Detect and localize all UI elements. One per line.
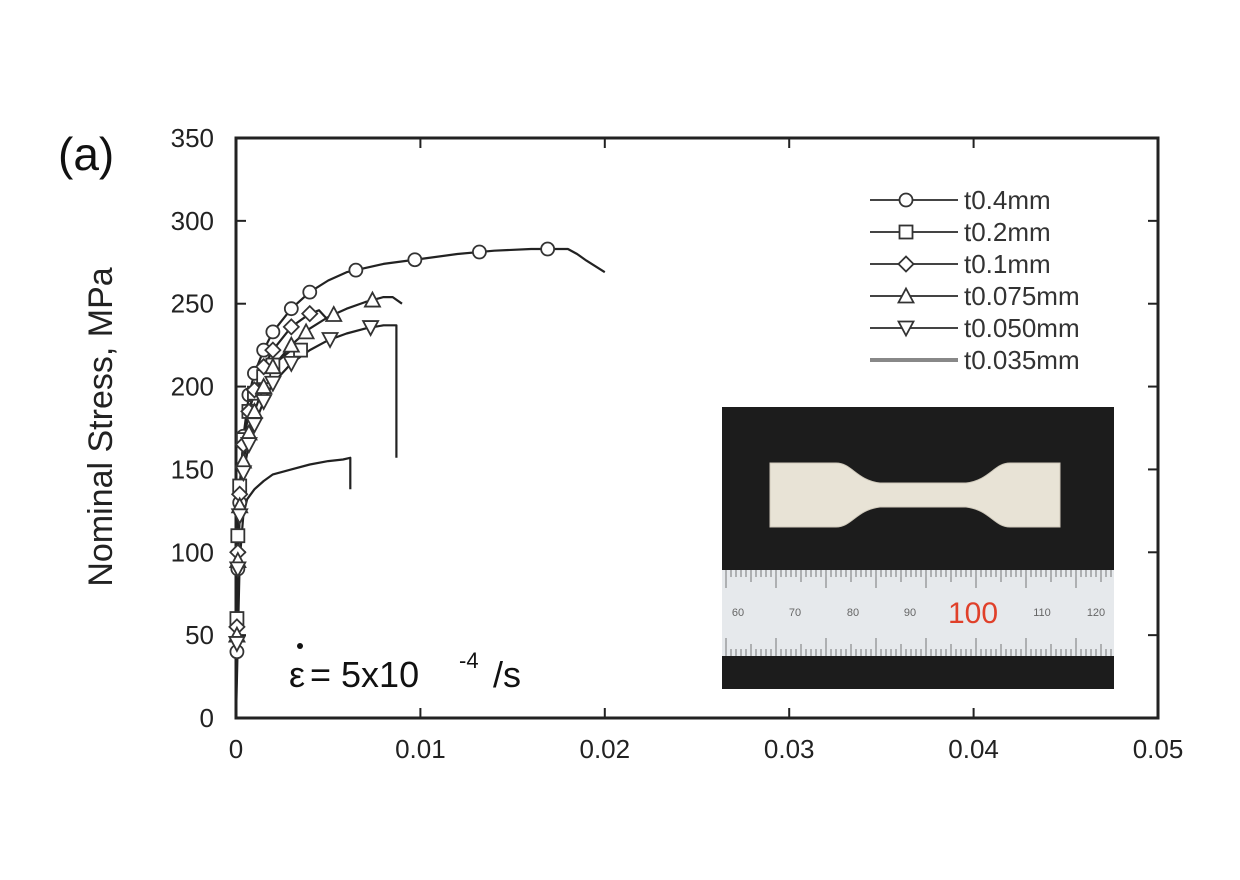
strain-rate-exponent: -4 xyxy=(459,648,479,673)
ruler-number: 70 xyxy=(789,607,801,619)
y-tick-label: 100 xyxy=(171,537,214,567)
data-point-t0.075mm xyxy=(282,335,301,353)
data-point-t0.050mm xyxy=(245,417,264,435)
legend-label: t0.075mm xyxy=(964,281,1080,311)
y-axis-ticks: 0 50 100 150 200 250 300 350 xyxy=(171,123,1158,733)
x-tick-label: 0.02 xyxy=(579,734,630,764)
y-tick-label: 350 xyxy=(171,123,214,153)
legend-marker xyxy=(898,224,914,240)
data-point-t0.050mm xyxy=(227,636,246,653)
x-tick-label: 0 xyxy=(229,734,243,764)
legend-marker xyxy=(896,286,916,304)
y-axis-label: Nominal Stress, MPa xyxy=(82,267,120,586)
data-point-t0.1mm xyxy=(282,318,301,336)
ruler-number: 80 xyxy=(847,607,859,619)
y-tick-label: 250 xyxy=(171,289,214,319)
data-point-t0.050mm xyxy=(263,375,282,393)
legend-marker xyxy=(898,192,914,208)
specimen-photo: 60 70 80 90 100 110 120 xyxy=(722,407,1114,689)
data-point-t0.050mm xyxy=(254,394,273,411)
data-point-t0.050mm xyxy=(321,332,340,349)
legend-label: t0.035mm xyxy=(964,345,1080,375)
data-point-t0.050mm xyxy=(230,508,249,526)
data-point-t0.050mm xyxy=(234,465,253,483)
data-point-t0.075mm xyxy=(263,357,282,375)
ruler-ticks xyxy=(725,570,1112,656)
legend-label: t0.050mm xyxy=(964,313,1080,343)
data-point-t0.4mm xyxy=(302,284,318,300)
y-tick-label: 0 xyxy=(200,703,214,733)
panel-label: (a) xyxy=(58,128,114,180)
data-point-t0.075mm xyxy=(297,322,316,340)
data-point-t0.4mm xyxy=(472,244,487,260)
dot-accent xyxy=(297,643,303,649)
legend-label: t0.1mm xyxy=(964,249,1051,279)
x-tick-label: 0.04 xyxy=(948,734,999,764)
ruler xyxy=(722,570,1114,656)
ruler-number: 100 xyxy=(948,597,998,630)
y-tick-label: 50 xyxy=(185,620,214,650)
y-tick-label: 300 xyxy=(171,206,214,236)
x-tick-label: 0.05 xyxy=(1133,734,1184,764)
data-point-t0.075mm xyxy=(324,305,343,322)
series-markers xyxy=(227,241,556,660)
legend-marker xyxy=(897,255,915,273)
strain-rate-value: = 5x10 xyxy=(310,654,419,695)
data-point-t0.075mm xyxy=(363,290,382,308)
data-point-t0.050mm xyxy=(361,320,380,337)
legend: t0.4mmt0.2mmt0.1mmt0.075mmt0.050mmt0.035… xyxy=(870,185,1080,375)
strain-rate-annotation: ε = 5x10 -4 /s xyxy=(289,643,521,695)
legend-marker xyxy=(896,320,916,338)
data-point-t0.4mm xyxy=(348,262,364,278)
x-tick-label: 0.03 xyxy=(764,734,815,764)
data-point-t0.050mm xyxy=(228,561,247,579)
data-point-t0.4mm xyxy=(540,241,556,257)
data-point-t0.2mm xyxy=(230,528,246,544)
x-axis-ticks: 0 0.01 0.02 0.03 0.04 0.05 xyxy=(229,138,1184,764)
strain-rate-symbol: ε xyxy=(289,654,305,695)
y-tick-label: 200 xyxy=(171,372,214,402)
x-tick-label: 0.01 xyxy=(395,734,446,764)
strain-rate-unit: /s xyxy=(493,654,521,695)
data-point-t0.4mm xyxy=(283,301,299,317)
data-point-t0.050mm xyxy=(239,437,258,454)
data-point-t0.075mm xyxy=(254,377,273,394)
plot-frame xyxy=(234,136,1160,720)
legend-label: t0.4mm xyxy=(964,185,1051,215)
y-tick-label: 150 xyxy=(171,454,214,484)
ruler-number: 110 xyxy=(1033,607,1051,619)
ruler-labels: 60 70 80 90 100 110 120 xyxy=(732,597,1105,630)
data-point-t0.1mm xyxy=(300,304,319,323)
ruler-number: 60 xyxy=(732,607,744,619)
ruler-number: 120 xyxy=(1087,607,1105,619)
legend-label: t0.2mm xyxy=(964,217,1051,247)
data-point-t0.4mm xyxy=(407,252,423,268)
data-point-t0.4mm xyxy=(265,324,281,340)
dogbone-specimen xyxy=(769,462,1061,528)
data-point-t0.050mm xyxy=(282,355,301,373)
ruler-number: 90 xyxy=(904,607,916,619)
